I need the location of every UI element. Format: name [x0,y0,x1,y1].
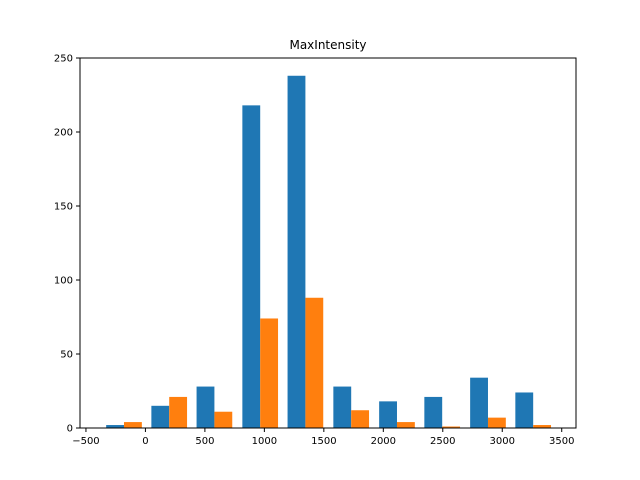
bar-series-2-bin-4 [260,318,279,428]
y-axis: 0 50 100 150 200 250 [54,54,80,435]
x-tick-label: 1500 [311,436,336,447]
y-tick-label: 250 [54,54,73,65]
y-tick-label: 100 [54,276,73,287]
bar-series-2-bin-9 [487,417,506,428]
y-tick-label: 50 [60,350,73,361]
x-tick-label: 500 [195,436,214,447]
x-axis: −500 0 500 1000 1500 2000 2500 3000 3500 [72,428,574,447]
bar-series-1-bin-8 [424,396,443,428]
x-tick-label: 2000 [371,436,396,447]
bar-series-2-bin-2 [169,396,188,428]
x-tick-label: 3000 [490,436,515,447]
bar-series-1-bin-4 [242,105,261,429]
bar-series-2-bin-1 [124,422,142,428]
x-tick-label: 1000 [252,436,277,447]
bar-series-2-bin-7 [396,422,415,428]
bars-group [106,75,552,429]
bar-series-2-bin-8 [442,426,461,428]
plot-frame [79,57,577,429]
bar-series-1-bin-5 [287,75,306,428]
y-tick-label: 200 [54,128,73,139]
x-tick-label: 3500 [549,436,574,447]
bar-series-1-bin-1 [106,425,125,428]
bar-series-1-bin-3 [196,386,215,428]
bar-series-2-bin-6 [351,410,370,428]
bar-series-1-bin-6 [333,386,352,428]
bar-series-1-bin-9 [470,377,488,428]
y-tick-label: 0 [67,424,73,435]
x-tick-label: 2500 [430,436,455,447]
y-tick-label: 150 [54,202,73,213]
bar-series-1-bin-2 [151,405,170,428]
bar-series-2-bin-3 [214,411,233,428]
bar-series-2-bin-5 [305,297,324,428]
x-tick-label: −500 [72,436,99,447]
bar-series-1-bin-10 [515,392,534,428]
x-tick-label: 0 [142,436,148,447]
bar-series-2-bin-10 [533,425,552,428]
bar-series-1-bin-7 [379,401,397,428]
chart-title: MaxIntensity [289,38,366,52]
